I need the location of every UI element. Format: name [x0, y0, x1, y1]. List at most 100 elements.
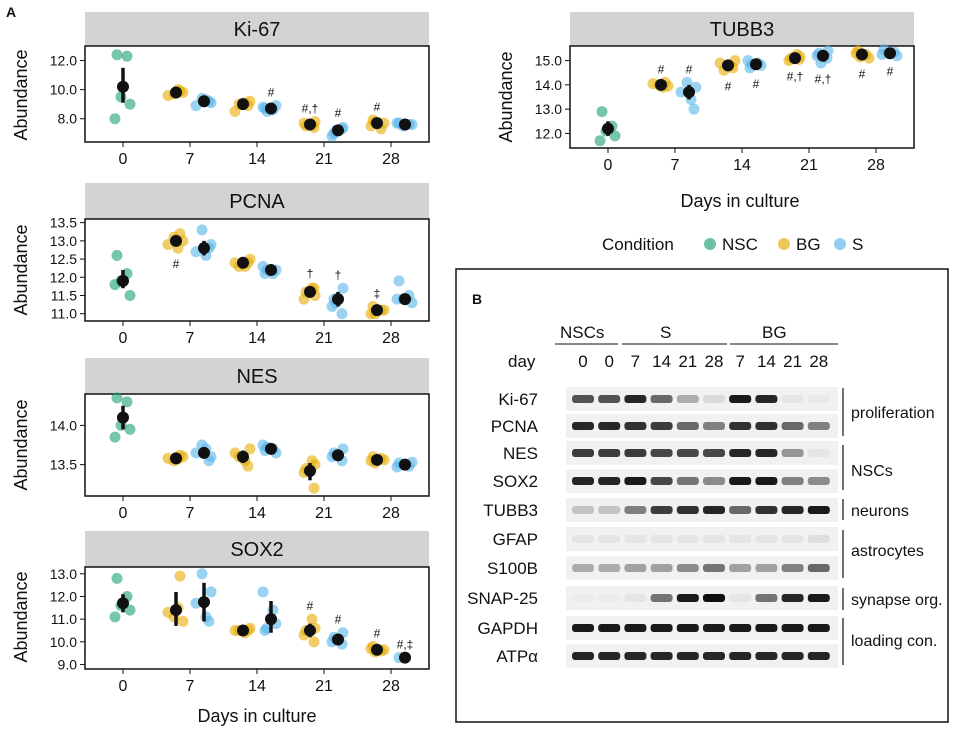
mean-point: [304, 624, 316, 637]
group-bg-day-28: [365, 451, 390, 469]
x-tick-label: 28: [382, 678, 400, 695]
wb-band-label-gapdh: GAPDH: [478, 619, 538, 638]
legend-swatch-nsc: [704, 238, 716, 250]
mean-point: [117, 597, 129, 610]
wb-band: [650, 652, 673, 660]
wb-band: [650, 477, 673, 485]
significance-annotation: #: [859, 67, 866, 81]
wb-band: [781, 449, 804, 457]
mean-point: [237, 98, 249, 111]
wb-band: [598, 395, 621, 403]
wb-band: [598, 652, 621, 660]
mean-point: [304, 118, 316, 131]
wb-band: [729, 506, 752, 514]
wb-band: [703, 506, 725, 514]
wb-band: [755, 624, 778, 632]
group-bg-day-21: †: [298, 266, 321, 305]
wb-band: [807, 652, 830, 660]
mean-point: [265, 264, 277, 276]
data-point: [121, 396, 133, 408]
wb-band: [781, 506, 804, 514]
group-nsc-day-0: [109, 392, 136, 443]
wb-band: [650, 594, 673, 602]
wb-category-label: NSCs: [851, 463, 893, 480]
wb-lane-day: 21: [783, 352, 802, 371]
x-tick-label: 14: [733, 157, 751, 174]
wb-band: [572, 422, 594, 430]
data-point: [109, 611, 121, 623]
significance-annotation: #: [658, 62, 665, 76]
wb-band: [807, 395, 830, 403]
wb-band: [729, 594, 752, 602]
data-point: [124, 98, 136, 110]
legend-label-s: S: [852, 235, 863, 254]
legend-label-bg: BG: [796, 235, 821, 254]
chart-sox2: SOX2 13.0 12.0 11.0 10.0 9.0 0 7 14 21 28 Abundance…: [11, 531, 430, 726]
mean-point: [198, 446, 210, 459]
y-axis-label: Abundance: [11, 224, 31, 315]
mean-point: [198, 242, 210, 255]
significance-annotation: ‡: [374, 286, 381, 300]
wb-band: [807, 624, 830, 632]
data-point: [306, 613, 318, 625]
x-tick-label: 7: [186, 151, 195, 168]
x-tick-label: 7: [671, 157, 680, 174]
mean-point: [789, 52, 801, 65]
wb-band-label-pcna: PCNA: [491, 417, 539, 436]
plot-frame-sox2: [84, 566, 430, 670]
mean-point: [198, 596, 210, 609]
y-axis-label: Abundance: [11, 571, 31, 662]
group-s-day-7: #: [675, 62, 702, 115]
x-tick-label: 28: [382, 151, 400, 168]
wb-category-label: synapse org.: [851, 592, 943, 609]
mean-point: [170, 452, 182, 465]
wb-lane-labels: 0 0 7 14 21 28 7 14 21 28: [578, 352, 828, 371]
y-axis-label: Abundance: [496, 51, 516, 142]
facet-title-ki-67: Ki-67: [234, 19, 281, 41]
wb-band: [703, 564, 725, 572]
group-bg-day-28: #: [365, 626, 390, 658]
x-axis-label: Days in culture: [680, 191, 799, 211]
data-point: [337, 282, 349, 294]
group-s-day-21: #: [326, 613, 349, 650]
wb-group-nscs: NSCs: [560, 323, 604, 342]
group-bg-day-14: [229, 253, 256, 272]
wb-band: [807, 422, 830, 430]
facet-title-nes: NES: [236, 366, 277, 388]
wb-band: [703, 477, 725, 485]
wb-day-label: day: [508, 352, 536, 371]
wb-band: [781, 564, 804, 572]
data-point: [244, 443, 256, 455]
legend-label-nsc: NSC: [722, 235, 758, 254]
data-point: [259, 624, 271, 636]
x-tick-label: 14: [248, 330, 266, 347]
wb-band: [755, 506, 778, 514]
wb-band: [781, 624, 804, 632]
x-tick-label: 21: [315, 330, 333, 347]
mean-point: [117, 80, 129, 93]
chart-nes: NES 14.0 13.5 0 7 14 21 28 Abundance: [11, 358, 430, 522]
data-point: [124, 290, 136, 301]
wb-band: [598, 594, 621, 602]
x-tick-label: 28: [867, 157, 885, 174]
wb-band: [572, 564, 594, 572]
mean-point: [265, 442, 277, 455]
mean-point: [602, 122, 614, 135]
wb-band: [781, 422, 804, 430]
mean-point: [237, 256, 249, 269]
wb-group-bg: BG: [762, 323, 787, 342]
wb-bands: Ki-67 PCNA NES SOX2 TUBB3 GFAP S100B SNAP-25 GAP…: [467, 387, 838, 668]
data-point: [609, 130, 621, 142]
y-tick-label: 8.0: [58, 111, 78, 127]
x-tick-label: 0: [119, 151, 128, 168]
x-tick-label: 0: [119, 330, 128, 347]
legend-title: Condition: [602, 235, 674, 254]
x-tick-label: 14: [248, 678, 266, 695]
data-point: [257, 586, 269, 598]
wb-band: [807, 477, 830, 485]
data-point: [594, 135, 606, 147]
data-point: [109, 431, 121, 443]
wb-band: [781, 477, 804, 485]
y-tick-label: 13.0: [535, 101, 562, 117]
x-tick-label: 14: [248, 151, 266, 168]
